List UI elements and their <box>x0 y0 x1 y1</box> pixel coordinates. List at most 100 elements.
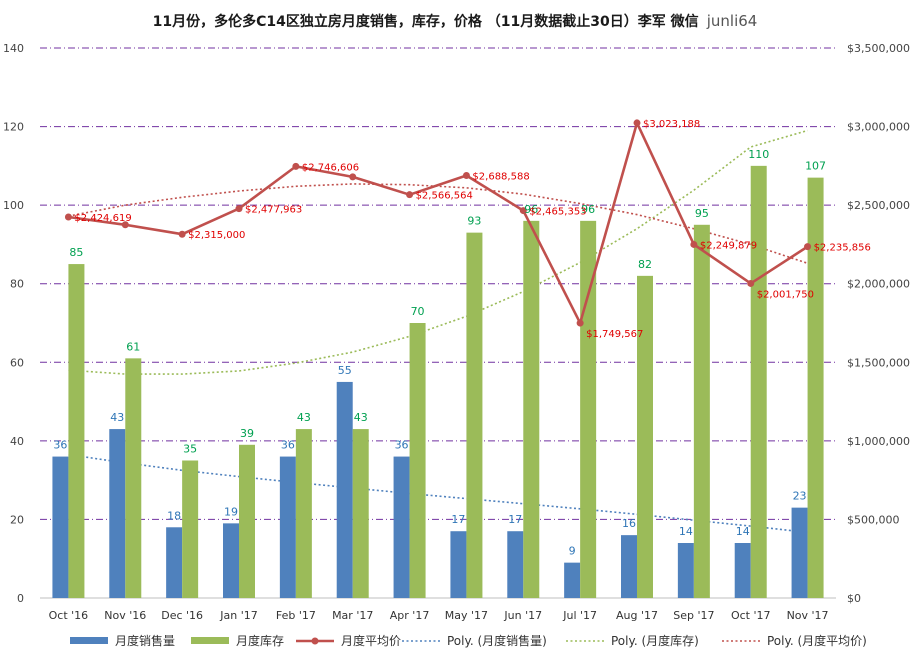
right-axis-tick-label: $500,000 <box>847 513 900 526</box>
sales-bar-label: 9 <box>569 545 576 558</box>
sales-bar-label: 14 <box>679 525 693 538</box>
price-label: $2,746,606 <box>302 162 359 173</box>
left-axis-tick-label: 40 <box>10 435 24 448</box>
sales-bar-label: 55 <box>338 364 352 377</box>
sales-bar <box>223 523 239 598</box>
sales-bar-label: 36 <box>53 439 67 452</box>
x-axis-tick-label: May '17 <box>445 609 488 622</box>
x-axis-tick-label: Dec '16 <box>161 609 203 622</box>
sales-bar <box>507 531 524 598</box>
sales-bar-label: 36 <box>281 439 295 452</box>
price-marker <box>804 243 812 251</box>
left-axis-tick-label: 80 <box>10 278 24 291</box>
chart-title-main: 11月份，多伦多C14区独立房月度销售，库存，价格 （11月数据截止30日）李军… <box>153 13 699 30</box>
sales-bar <box>791 507 808 598</box>
sales-bar <box>166 527 183 598</box>
sales-bar-label: 43 <box>110 411 124 424</box>
price-marker <box>519 207 527 215</box>
right-axis-tick-label: $1,500,000 <box>847 356 910 369</box>
price-label: $1,749,567 <box>586 329 643 340</box>
x-axis-tick-label: Jul '17 <box>562 609 597 622</box>
inventory-bar-label: 43 <box>297 411 311 424</box>
inventory-bar-label: 70 <box>411 305 425 318</box>
inventory-bar <box>523 220 540 598</box>
sales-bar <box>52 456 69 598</box>
price-marker <box>406 191 414 199</box>
right-axis-tick-label: $2,000,000 <box>847 278 910 291</box>
price-label: $2,566,564 <box>416 191 473 202</box>
sales-bar-label: 14 <box>736 525 750 538</box>
right-axis-tick-label: $3,500,000 <box>847 42 910 55</box>
inventory-bar-label: 95 <box>695 207 709 220</box>
price-line <box>64 119 812 327</box>
inventory-bar-label: 96 <box>581 203 595 216</box>
legend-label: Poly. (月度库存) <box>611 633 699 648</box>
price-marker <box>64 213 72 221</box>
price-marker <box>633 119 641 127</box>
x-axis-tick-label: Mar '17 <box>332 609 373 622</box>
price-marker <box>690 240 698 248</box>
price-marker <box>462 172 470 180</box>
sales-bar <box>336 381 353 598</box>
chart-title-tail: junli64 <box>706 12 758 30</box>
legend-swatch <box>70 637 108 644</box>
data-labels: 36 43 18 19 36 55 36 17 17 9 16 14 14 23 85 61 35 39 43 43 7… <box>53 119 870 558</box>
price-label: $2,688,588 <box>472 172 529 183</box>
inventory-bar-label: 61 <box>126 340 140 353</box>
chart-title: 11月份，多伦多C14区独立房月度销售，库存，价格 （11月数据截止30日）李军… <box>153 11 758 30</box>
price-marker <box>349 173 357 181</box>
price-marker <box>576 319 584 327</box>
legend-label: 月度平均价 <box>341 633 401 648</box>
sales-bar <box>734 543 751 598</box>
inventory-bar <box>68 264 85 598</box>
sales-bar <box>393 456 410 598</box>
inventory-bar-label: 39 <box>240 427 254 440</box>
x-axis-tick-label: Apr '17 <box>390 609 430 622</box>
sales-bar <box>450 531 467 598</box>
right-axis-tick-label: $2,500,000 <box>847 199 910 212</box>
sales-bar-label: 23 <box>793 490 807 503</box>
sales-bar-label: 16 <box>622 517 636 530</box>
gridlines <box>40 47 836 599</box>
price-marker <box>235 205 243 213</box>
price-marker <box>747 279 755 287</box>
left-axis-tick-label: 100 <box>3 199 24 212</box>
x-axis-tick-label: Nov '17 <box>787 609 829 622</box>
legend-label: Poly. (月度平均价) <box>767 633 867 648</box>
left-axis-tick-label: 140 <box>3 42 24 55</box>
x-axis-tick-label: Aug '17 <box>616 609 658 622</box>
x-axis-tick-label: Feb '17 <box>276 609 316 622</box>
legend-label: Poly. (月度销售量) <box>447 633 547 648</box>
price-line-path <box>68 121 809 325</box>
right-axis-tick-label: $1,000,000 <box>847 435 910 448</box>
legend-swatch <box>191 637 229 644</box>
sales-bar-label: 19 <box>224 505 238 518</box>
price-label: $3,023,188 <box>643 119 700 130</box>
inventory-bar <box>295 429 312 598</box>
legend-label: 月度销售量 <box>115 633 175 648</box>
price-marker <box>121 221 129 229</box>
sales-bar <box>621 535 637 598</box>
inventory-bar-label: 43 <box>354 411 368 424</box>
right-axis-tick-label: $0 <box>847 592 861 605</box>
legend: 月度销售量 月度库存 月度平均价 Poly. (月度销售量) Poly. (月度库存) P… <box>70 633 867 648</box>
price-label: $2,001,750 <box>757 289 814 300</box>
legend-label: 月度库存 <box>236 633 284 648</box>
x-axis-tick-label: Jan '17 <box>219 609 257 622</box>
sales-bar <box>109 429 126 598</box>
left-axis-tick-label: 120 <box>3 121 24 134</box>
inventory-bar-label: 82 <box>638 258 652 271</box>
inventory-bar <box>125 358 142 598</box>
inventory-bar <box>807 177 824 598</box>
inventory-bar-label: 93 <box>467 215 481 228</box>
left-axis-tick-label: 0 <box>17 592 24 605</box>
inventory-bar-label: 96 <box>524 203 538 216</box>
sales-bar-label: 18 <box>167 509 181 522</box>
price-label: $2,477,963 <box>245 205 302 216</box>
sales-bar <box>677 543 694 598</box>
inventory-bar <box>352 429 369 598</box>
sales-bar-label: 17 <box>508 513 522 526</box>
legend-marker <box>311 637 319 645</box>
left-axis-tick-label: 20 <box>10 513 24 526</box>
inventory-bar <box>580 220 597 598</box>
